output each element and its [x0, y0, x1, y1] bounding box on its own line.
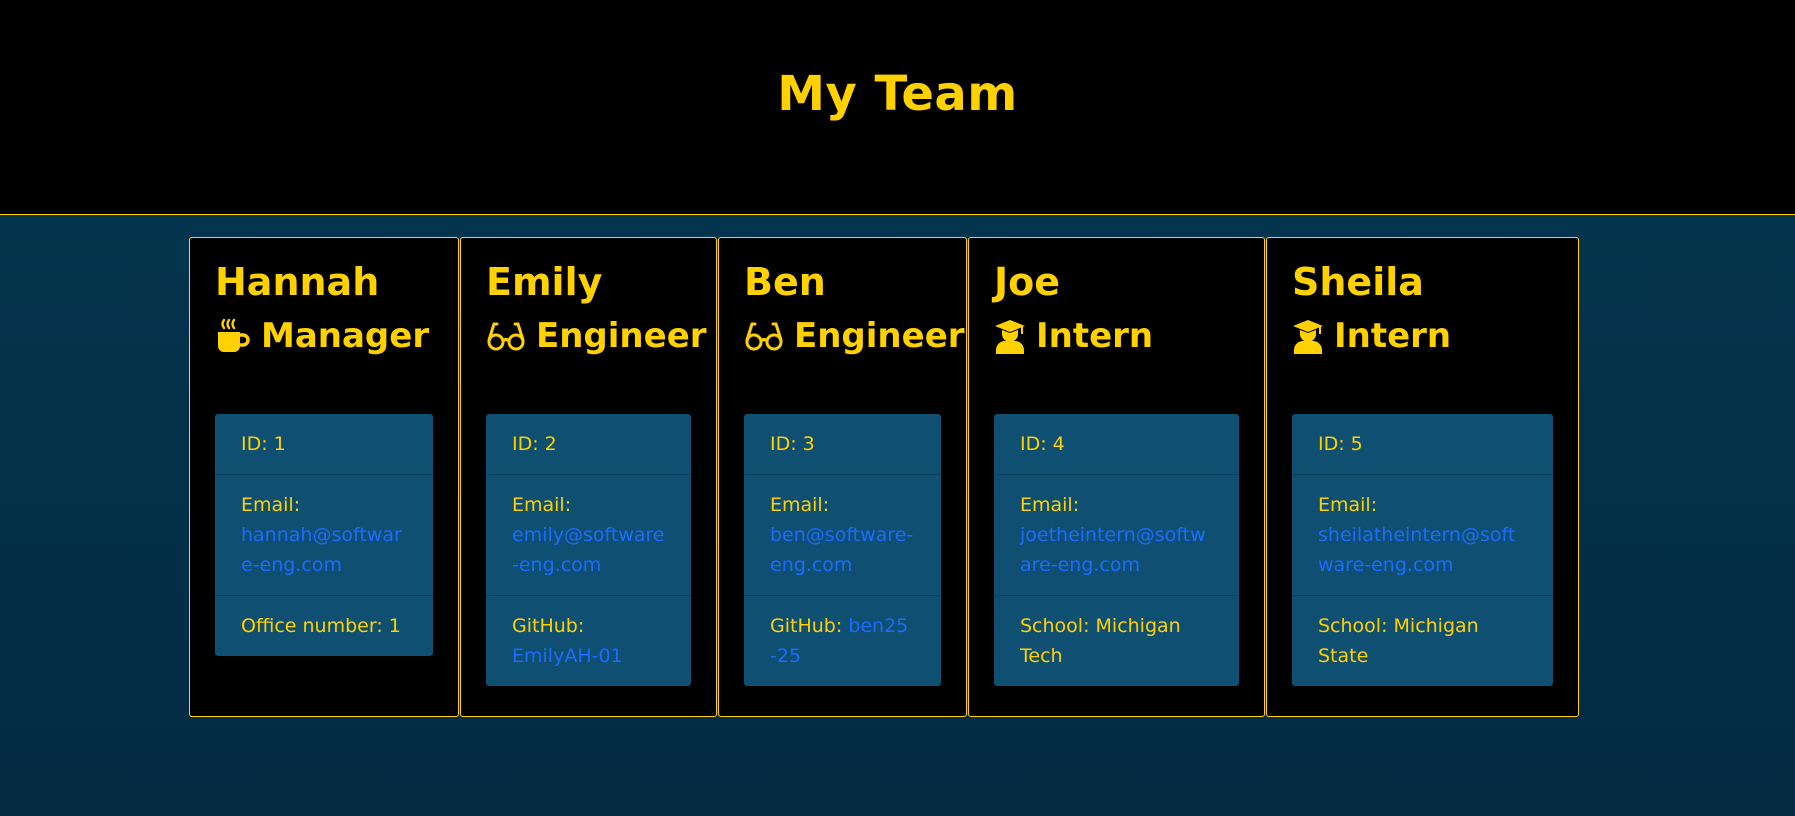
- page-title: My Team: [777, 66, 1018, 122]
- email-row: Email: sheilatheintern@software-eng.com: [1292, 475, 1553, 596]
- email-link[interactable]: sheilatheintern@software-eng.com: [1318, 524, 1516, 576]
- employee-card: Joe Intern ID: 4 Email: joetheintern@sof…: [968, 237, 1265, 717]
- employee-name: Sheila: [1292, 260, 1424, 304]
- role-label: Engineer: [794, 316, 965, 356]
- github-row: GitHub: ben25-25: [744, 596, 941, 686]
- employee-name: Hannah: [215, 260, 380, 304]
- school-text: School: Michigan Tech: [1020, 615, 1181, 667]
- email-label: Email:: [770, 494, 830, 516]
- role-label: Engineer: [536, 316, 707, 356]
- office-row: Office number: 1: [215, 596, 433, 656]
- employee-role: Intern: [994, 316, 1239, 356]
- email-link[interactable]: emily@software-eng.com: [512, 524, 665, 576]
- github-link[interactable]: ben25-25: [770, 615, 909, 667]
- email-row: Email: emily@software-eng.com: [486, 475, 691, 596]
- info-list: ID: 5 Email: sheilatheintern@software-en…: [1292, 414, 1553, 686]
- role-label: Manager: [261, 316, 430, 356]
- github-row: GitHub: EmilyAH-01: [486, 596, 691, 686]
- office-number: Office number: 1: [241, 615, 401, 637]
- role-label: Intern: [1334, 316, 1452, 356]
- team-cards: Hannah Manager ID: 1 Email: hannah@softw…: [189, 237, 1580, 717]
- email-link[interactable]: hannah@software-eng.com: [241, 524, 402, 576]
- email-row: Email: joetheintern@software-eng.com: [994, 475, 1239, 596]
- glasses-icon: [744, 318, 784, 354]
- github-label: GitHub:: [512, 615, 585, 637]
- id-row: ID: 2: [486, 414, 691, 475]
- id-row: ID: 4: [994, 414, 1239, 475]
- id-text: ID: 1: [241, 433, 286, 455]
- coffee-icon: [215, 318, 251, 354]
- graduate-icon: [1292, 318, 1324, 354]
- info-list: ID: 4 Email: joetheintern@software-eng.c…: [994, 414, 1239, 686]
- github-link[interactable]: EmilyAH-01: [512, 645, 623, 667]
- email-label: Email:: [1318, 494, 1378, 516]
- role-label: Intern: [1036, 316, 1154, 356]
- email-row: Email: ben@software-eng.com: [744, 475, 941, 596]
- id-text: ID: 3: [770, 433, 815, 455]
- id-text: ID: 5: [1318, 433, 1363, 455]
- employee-role: Engineer: [744, 316, 965, 356]
- page-header: My Team: [0, 0, 1795, 215]
- github-label: GitHub:: [770, 615, 843, 637]
- employee-role: Intern: [1292, 316, 1553, 356]
- school-row: School: Michigan State: [1292, 596, 1553, 686]
- info-list: ID: 2 Email: emily@software-eng.com GitH…: [486, 414, 691, 686]
- email-label: Email:: [1020, 494, 1080, 516]
- employee-name: Joe: [994, 260, 1061, 304]
- email-label: Email:: [512, 494, 572, 516]
- school-row: School: Michigan Tech: [994, 596, 1239, 686]
- school-text: School: Michigan State: [1318, 615, 1479, 667]
- employee-role: Engineer: [486, 316, 707, 356]
- info-list: ID: 1 Email: hannah@software-eng.com Off…: [215, 414, 433, 656]
- employee-name: Emily: [486, 260, 603, 304]
- id-text: ID: 4: [1020, 433, 1065, 455]
- id-row: ID: 5: [1292, 414, 1553, 475]
- email-link[interactable]: ben@software-eng.com: [770, 524, 914, 576]
- employee-card: Sheila Intern ID: 5 Email: sheilatheinte…: [1266, 237, 1579, 717]
- employee-card: Emily Engineer ID: 2 Email: emily@softwa…: [460, 237, 717, 717]
- employee-card: Hannah Manager ID: 1 Email: hannah@softw…: [189, 237, 459, 717]
- email-link[interactable]: joetheintern@software-eng.com: [1020, 524, 1206, 576]
- employee-name: Ben: [744, 260, 826, 304]
- employee-role: Manager: [215, 316, 433, 356]
- id-row: ID: 3: [744, 414, 941, 475]
- id-text: ID: 2: [512, 433, 557, 455]
- id-row: ID: 1: [215, 414, 433, 475]
- email-label: Email:: [241, 494, 301, 516]
- email-row: Email: hannah@software-eng.com: [215, 475, 433, 596]
- employee-card: Ben Engineer ID: 3 Email: ben@software-e…: [718, 237, 967, 717]
- info-list: ID: 3 Email: ben@software-eng.com GitHub…: [744, 414, 941, 686]
- graduate-icon: [994, 318, 1026, 354]
- glasses-icon: [486, 318, 526, 354]
